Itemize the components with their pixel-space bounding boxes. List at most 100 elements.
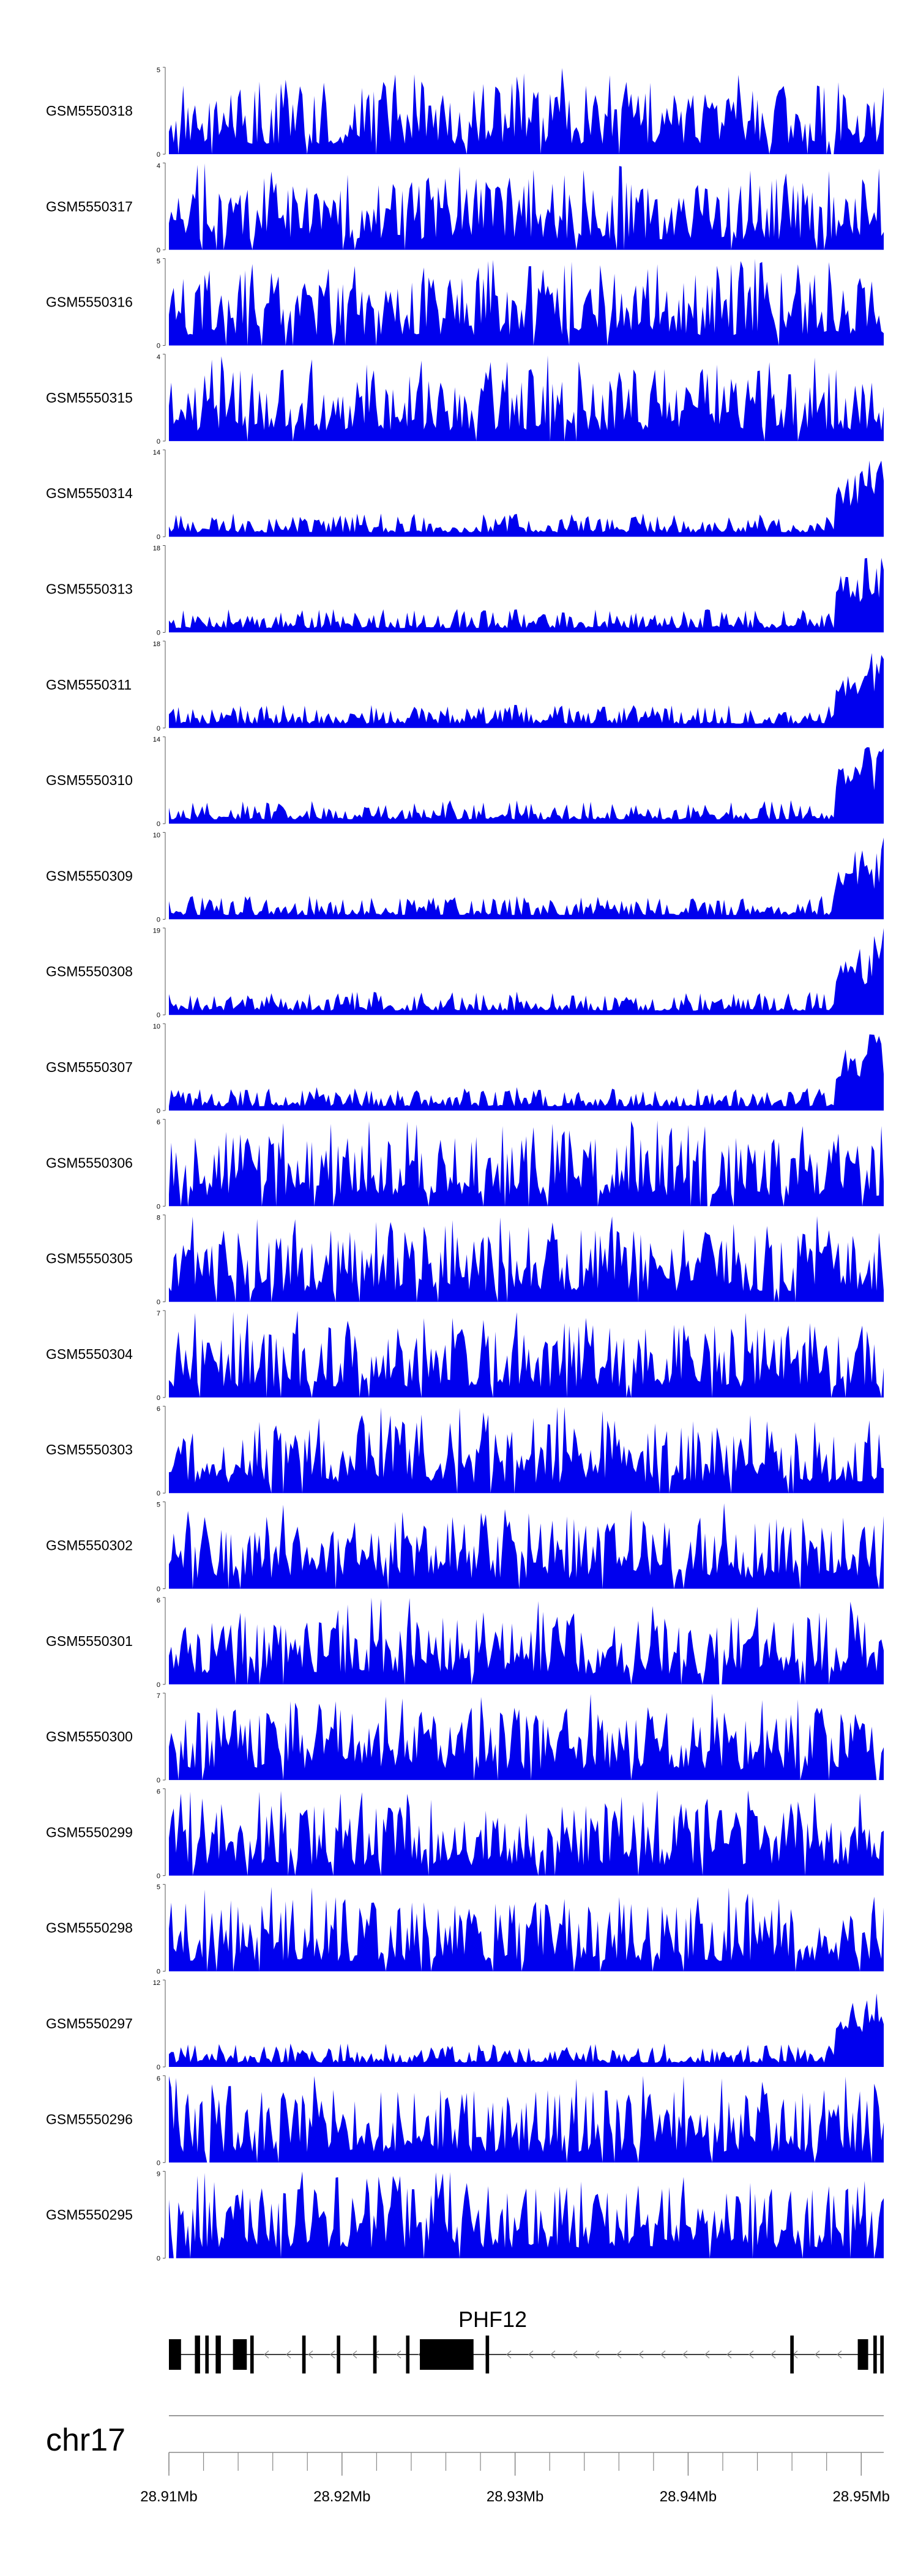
ymax-label: 12: [153, 1979, 160, 1987]
ymin-label: 0: [157, 2064, 160, 2071]
coverage-area: [169, 1311, 884, 1398]
strand-arrow: [748, 2350, 754, 2359]
coverage-area: [169, 460, 884, 537]
ymax-label: 6: [157, 2075, 160, 2082]
coverage-area: [169, 355, 884, 441]
exon: [195, 2336, 200, 2373]
track-label: GSM5550305: [46, 1251, 133, 1267]
track-label: GSM5550311: [46, 677, 132, 693]
ymax-label: 4: [157, 354, 160, 361]
ymin-label: 0: [157, 2159, 160, 2167]
track-GSM5550307: GSM5550307 10 0: [46, 1023, 884, 1115]
track-GSM5550298: GSM5550298 5 0: [46, 1884, 884, 1976]
strand-arrow: [528, 2350, 534, 2359]
exon: [205, 2336, 209, 2373]
coverage-area: [169, 653, 884, 728]
ymin-label: 0: [157, 343, 160, 350]
coverage-tracks: GSM555031850GSM555031740GSM555031650GSM5…: [46, 67, 884, 2263]
x-tick-label: 28.95Mb: [833, 2489, 890, 2505]
coverage-area: [169, 1693, 884, 1781]
ymax-label: 5: [157, 1502, 160, 1509]
track-label: GSM5550298: [46, 1920, 133, 1936]
track-label: GSM5550315: [46, 390, 133, 406]
track-GSM5550316: GSM5550316 5 0: [46, 258, 884, 350]
ymin-label: 0: [157, 821, 160, 828]
track-label: GSM5550307: [46, 1059, 133, 1075]
ymax-label: 18: [153, 545, 160, 553]
ymin-label: 0: [157, 1107, 160, 1115]
track-GSM5550300: GSM5550300 7 0: [46, 1692, 884, 1784]
track-GSM5550317: GSM5550317 4 0: [46, 162, 884, 254]
ymax-label: 9: [157, 2171, 160, 2178]
coverage-area: [169, 1598, 884, 1684]
strand-arrow: [704, 2350, 710, 2359]
track-label: GSM5550317: [46, 198, 133, 214]
strand-arrow: [726, 2350, 732, 2359]
strand-arrow: [352, 2350, 357, 2359]
x-tick-label: 28.92Mb: [313, 2489, 370, 2505]
ymax-label: 4: [157, 162, 160, 169]
track-label: GSM5550310: [46, 772, 133, 788]
ymin-label: 0: [157, 438, 160, 445]
gene-label: PHF12: [458, 2307, 527, 2332]
exon: [406, 2336, 410, 2373]
exon: [337, 2336, 340, 2373]
track-GSM5550299: GSM5550299 6 0: [46, 1788, 884, 1880]
coverage-area: [169, 1503, 884, 1589]
x-tick-label: 28.93Mb: [487, 2489, 543, 2505]
track-GSM5550310: GSM5550310 14 0: [46, 736, 884, 828]
strand-arrow: [308, 2350, 313, 2359]
coverage-area: [169, 2171, 884, 2258]
coverage-area: [169, 1120, 884, 1207]
strand-arrow: [594, 2350, 600, 2359]
coverage-area: [169, 1034, 884, 1111]
track-GSM5550303: GSM5550303 6 0: [46, 1405, 884, 1497]
exon: [880, 2336, 884, 2373]
coverage-area: [169, 747, 884, 824]
track-GSM5550304: GSM5550304 7 0: [46, 1310, 884, 1402]
track-GSM5550318: GSM5550318 5 0: [46, 67, 884, 158]
track-GSM5550313: GSM5550313 18 0: [46, 545, 884, 637]
ymin-label: 0: [157, 630, 160, 637]
ymax-label: 10: [153, 832, 160, 839]
strand-arrow: [771, 2350, 776, 2359]
track-label: GSM5550318: [46, 103, 133, 119]
coverage-area: [169, 1216, 884, 1302]
chromosome-label: chr17: [46, 2422, 125, 2458]
track-GSM5550309: GSM5550309 10 0: [46, 832, 884, 923]
ymax-label: 19: [153, 928, 160, 935]
ymin-label: 0: [157, 1394, 160, 1402]
exon: [233, 2339, 247, 2370]
ymax-label: 18: [153, 641, 160, 648]
ymax-label: 5: [157, 67, 160, 74]
ymax-label: 5: [157, 1884, 160, 1891]
coverage-area: [169, 68, 884, 154]
coverage-area: [169, 2075, 884, 2163]
strand-arrow: [616, 2350, 622, 2359]
ymax-label: 5: [157, 258, 160, 266]
exon: [790, 2336, 794, 2373]
x-tick-label: 28.94Mb: [660, 2489, 717, 2505]
strand-arrow: [572, 2350, 578, 2359]
strand-arrow: [286, 2350, 291, 2359]
ymin-label: 0: [157, 1299, 160, 1306]
ymax-label: 7: [157, 1310, 160, 1317]
ymin-label: 0: [157, 151, 160, 158]
coverage-area: [169, 928, 884, 1015]
track-label: GSM5550302: [46, 1538, 133, 1554]
ymax-label: 14: [153, 736, 160, 743]
coverage-area: [169, 1993, 884, 2067]
ymin-label: 0: [157, 247, 160, 254]
exon: [873, 2336, 877, 2373]
track-label: GSM5550299: [46, 1824, 133, 1840]
ymin-label: 0: [157, 1681, 160, 1689]
ymax-label: 6: [157, 1119, 160, 1126]
strand-arrow: [396, 2350, 401, 2359]
ymin-label: 0: [157, 1586, 160, 1593]
track-label: GSM5550309: [46, 868, 133, 884]
exon: [302, 2336, 306, 2373]
ymin-label: 0: [157, 725, 160, 732]
track-GSM5550301: GSM5550301 6 0: [46, 1597, 884, 1689]
coverage-area: [169, 1790, 884, 1876]
